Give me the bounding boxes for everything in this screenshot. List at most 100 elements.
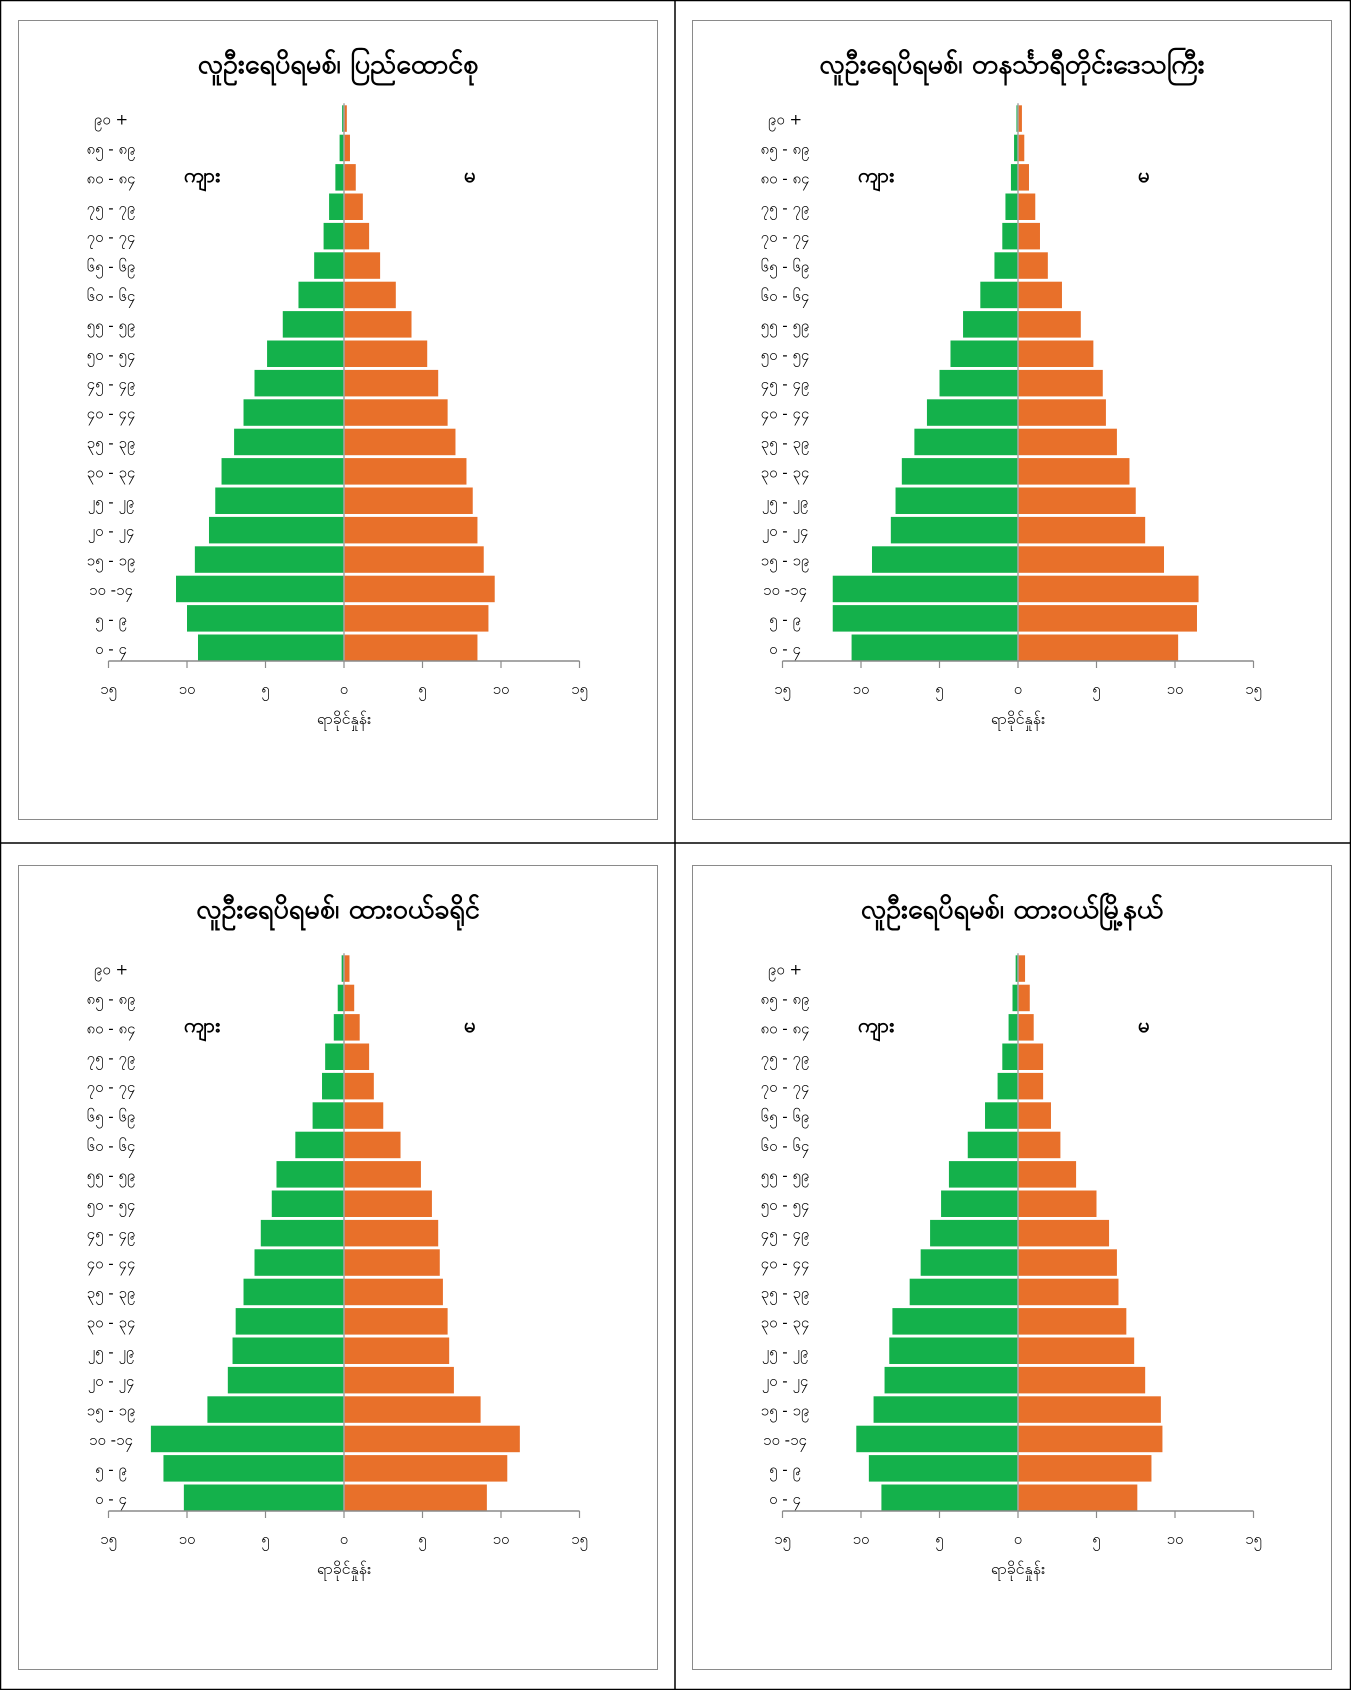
- bar-female: [344, 1190, 432, 1217]
- bar-male: [282, 311, 344, 338]
- bar-male: [884, 1366, 1018, 1394]
- bar-male: [832, 605, 1018, 632]
- male-label: ကျား: [184, 163, 220, 192]
- bar-female: [344, 634, 478, 661]
- bar-male: [342, 105, 344, 132]
- bar-female: [1018, 340, 1094, 367]
- x-axis-label: ရာခိုင်နှုန်း: [317, 709, 371, 731]
- bar-male: [208, 516, 344, 544]
- pyramid-chart-union: လူဦးရေပိရမစ်၊ ပြည်ထောင်စုကျား မ၀ - ၄ ၅ - ၉…: [87, 47, 588, 731]
- age-tick-label: ၈၅ - ၈၉: [87, 990, 136, 1011]
- age-tick-label: ၁၀ -၁၄: [763, 581, 807, 602]
- bar-male: [926, 399, 1018, 426]
- age-tick-label: ၈၀ - ၈၄: [761, 1019, 810, 1040]
- female-label: မ: [464, 163, 475, 187]
- bar-male: [873, 1396, 1018, 1423]
- bar-female: [1018, 369, 1103, 397]
- age-tick-label: ၃၅ - ၃၉: [87, 1284, 136, 1305]
- x-axis-label: ရာခိုင်နှုန်း: [991, 709, 1045, 731]
- bar-male: [895, 487, 1018, 514]
- age-tick-label: ၀ - ၄: [769, 640, 801, 661]
- x-tick-label: ၅: [935, 680, 943, 701]
- bar-male: [295, 1131, 344, 1159]
- age-tick-label: ၂၅ - ၂၉: [88, 1343, 135, 1364]
- age-tick-label: ၄၀ - ၄၄: [87, 405, 136, 426]
- bar-male: [920, 1249, 1018, 1276]
- age-tick-label: ၅ - ၉: [769, 610, 801, 631]
- bar-male: [963, 311, 1018, 338]
- bar-male: [1002, 222, 1018, 250]
- x-tick-label: ၁၀: [1167, 1530, 1184, 1548]
- age-tick-label: ၃၅ - ၃၉: [761, 1284, 810, 1305]
- age-tick-label: ၂၀ - ၂၄: [762, 1372, 809, 1393]
- bar-female: [1018, 1219, 1110, 1247]
- x-tick-label: ၁၅: [100, 680, 117, 701]
- bar-female: [344, 369, 439, 397]
- bar-female: [1018, 1308, 1127, 1335]
- bar-female: [344, 340, 428, 367]
- bar-female: [1018, 1190, 1097, 1217]
- x-tick-label: ၁၀: [853, 680, 870, 698]
- age-tick-label: ၆၅ - ၆၉: [87, 258, 136, 279]
- bar-male: [892, 1308, 1018, 1335]
- age-tick-label: ၅၅ - ၅၉: [761, 316, 810, 337]
- bar-female: [1018, 1278, 1119, 1306]
- bar-female: [1018, 134, 1025, 162]
- age-tick-label: ၄၅ - ၄၉: [87, 375, 136, 396]
- bar-male: [967, 1131, 1018, 1159]
- bar-male: [243, 399, 344, 426]
- bar-male: [868, 1455, 1018, 1482]
- age-tick-label: ၈၀ - ၈၄: [87, 169, 136, 190]
- bar-male: [221, 458, 344, 485]
- bar-female: [344, 1455, 508, 1482]
- bar-female: [344, 1278, 443, 1306]
- age-tick-label: ၆၀ - ၆၄: [761, 1137, 810, 1158]
- age-tick-label: ၇၅ - ၇၉: [761, 199, 810, 220]
- age-tick-label: ၂၀ - ၂၄: [88, 1372, 135, 1393]
- age-tick-label: ၉၀ +: [94, 111, 128, 132]
- bar-male: [339, 134, 344, 162]
- bar-male: [312, 1102, 344, 1129]
- x-tick-label: ၁၅: [571, 680, 588, 701]
- x-tick-label: ၀: [1014, 1530, 1022, 1548]
- chart-panel-tanintharyi: လူဦးရေပိရမစ်၊ တနင်္သာရီတိုင်းဒေသကြီး ကျား…: [692, 20, 1332, 820]
- bar-male: [1016, 105, 1018, 132]
- age-tick-label: ၅၀ - ၅၄: [87, 346, 136, 367]
- bar-male: [941, 1190, 1018, 1217]
- age-tick-label: ၅၀ - ၅၄: [761, 346, 810, 367]
- age-tick-label: ၇၀ - ၇၄: [761, 228, 810, 249]
- x-tick-label: ၁၀: [493, 1530, 510, 1548]
- bar-male: [1010, 164, 1018, 191]
- bar-female: [344, 1043, 370, 1070]
- bar-male: [234, 428, 344, 456]
- age-tick-label: ၈၀ - ၈၄: [761, 169, 810, 190]
- x-tick-label: ၅: [418, 1530, 426, 1551]
- x-tick-label: ၀: [340, 680, 348, 698]
- age-tick-label: ၄၅ - ၄၉: [87, 1225, 136, 1246]
- bar-male: [881, 1484, 1018, 1511]
- bar-male: [197, 634, 344, 661]
- age-tick-label: ၂၀ - ၂၄: [88, 522, 135, 543]
- age-tick-label: ၈၅ - ၈၉: [761, 140, 810, 161]
- bar-female: [1018, 546, 1165, 573]
- bar-female: [1018, 1455, 1152, 1482]
- age-tick-label: ၉၀ +: [768, 111, 802, 132]
- bar-female: [344, 1219, 439, 1247]
- bar-male: [948, 1161, 1018, 1188]
- pyramid-chart-tanintharyi: လူဦးရေပိရမစ်၊ တနင်္သာရီတိုင်းဒေသကြီးကျား…: [761, 47, 1262, 731]
- x-tick-label: ၀: [340, 1530, 348, 1548]
- age-tick-label: ၅ - ၉: [95, 610, 127, 631]
- bar-female: [344, 134, 350, 162]
- bar-male: [254, 1249, 344, 1276]
- bar-female: [344, 1161, 421, 1188]
- x-tick-label: ၁၀: [179, 1530, 196, 1548]
- bar-female: [1018, 1014, 1034, 1041]
- bar-female: [1018, 984, 1030, 1012]
- bar-female: [1018, 1072, 1044, 1100]
- bar-female: [1018, 428, 1117, 456]
- bar-female: [344, 458, 467, 485]
- bar-female: [344, 487, 473, 514]
- age-tick-label: ၃၅ - ၃၉: [87, 434, 136, 455]
- pyramid-chart-dawei-district: လူဦးရေပိရမစ်၊ ထားဝယ်ခရိုင်ကျား မ၀ - ၄ ၅ - …: [87, 894, 588, 1581]
